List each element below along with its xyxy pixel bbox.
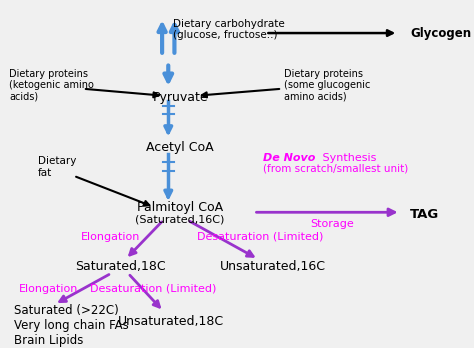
Text: Palmitoyl CoA: Palmitoyl CoA <box>137 201 223 214</box>
Text: Synthesis: Synthesis <box>319 153 376 163</box>
Text: TAG: TAG <box>410 207 439 221</box>
Text: Acetyl CoA: Acetyl CoA <box>146 141 214 155</box>
Text: Saturated (>22C)
Very long chain FAs
Brain Lipids: Saturated (>22C) Very long chain FAs Bra… <box>14 304 129 347</box>
Text: (Saturated,16C): (Saturated,16C) <box>136 214 225 224</box>
Text: Storage: Storage <box>310 220 354 229</box>
Text: Saturated,18C: Saturated,18C <box>75 260 166 273</box>
Text: De Novo: De Novo <box>263 153 315 163</box>
Text: Dietary proteins
(ketogenic amino
acids): Dietary proteins (ketogenic amino acids) <box>9 69 94 102</box>
Text: Glycogen: Glycogen <box>410 26 471 40</box>
Text: Dietary proteins
(some glucogenic
amino acids): Dietary proteins (some glucogenic amino … <box>284 69 371 102</box>
Text: Desaturation (Limited): Desaturation (Limited) <box>90 284 217 294</box>
Text: Desaturation (Limited): Desaturation (Limited) <box>197 232 323 242</box>
Text: Elongation: Elongation <box>81 232 140 242</box>
Text: (from scratch/smallest unit): (from scratch/smallest unit) <box>263 164 408 174</box>
Text: Unsaturated,16C: Unsaturated,16C <box>219 260 326 273</box>
Text: Elongation: Elongation <box>19 284 78 294</box>
Text: Dietary
fat: Dietary fat <box>38 156 76 178</box>
Text: Dietary carbohydrate
(glucose, fructose..): Dietary carbohydrate (glucose, fructose.… <box>173 19 285 40</box>
Text: Unsaturated,18C: Unsaturated,18C <box>118 315 224 329</box>
Text: Pyruvate: Pyruvate <box>152 91 208 104</box>
